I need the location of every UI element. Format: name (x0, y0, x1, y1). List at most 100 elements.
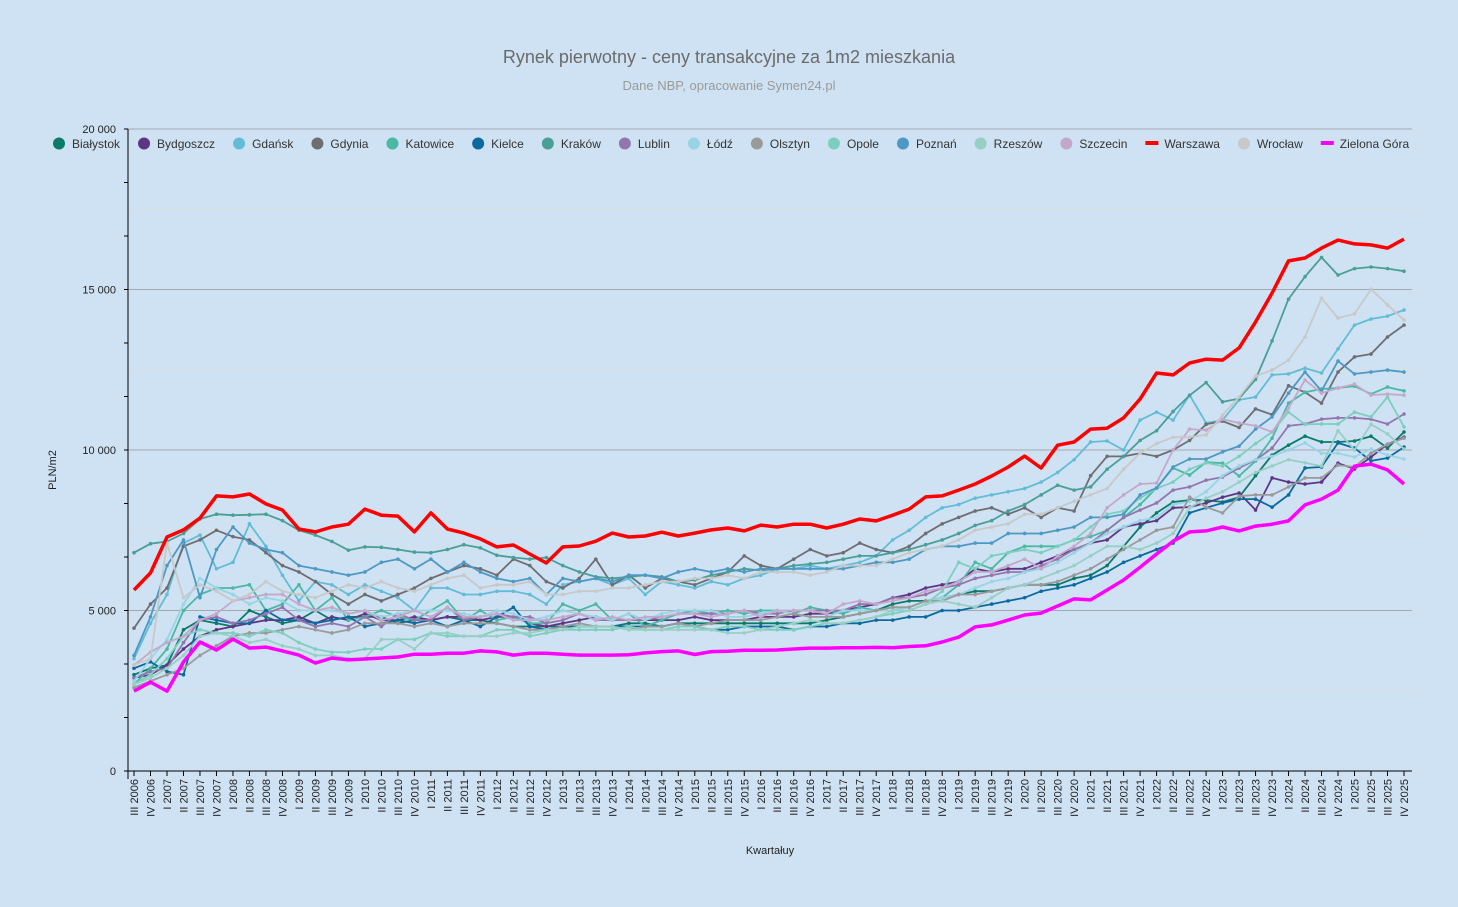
data-point-poznan (1088, 515, 1093, 520)
data-point-wroclaw (429, 583, 433, 587)
data-point-bydgoszcz (923, 586, 928, 590)
data-point-wroclaw (1072, 499, 1076, 504)
data-point-wroclaw (742, 576, 747, 581)
data-point-gdansk (1072, 457, 1076, 462)
data-point-opole (165, 656, 169, 661)
data-point-lodz (429, 608, 433, 613)
data-point-lodz (1055, 560, 1060, 565)
x-tick-label: IV 2010 (409, 779, 421, 817)
data-point-szczecin (940, 586, 944, 590)
data-point-olsztyn (528, 627, 532, 632)
data-point-katowice (594, 602, 598, 606)
data-point-szczecin (1022, 557, 1027, 561)
data-point-bydgoszcz (1138, 522, 1142, 526)
data-point-gdansk (1105, 439, 1109, 443)
data-point-szczecin (412, 608, 417, 613)
data-point-bydgoszcz (214, 627, 219, 632)
data-point-gdansk (231, 560, 235, 565)
data-point-lodz (445, 608, 450, 613)
data-point-kielce (363, 624, 367, 629)
series-line-bialystok (133, 431, 1405, 676)
legend-label: Bydgoszcz (157, 137, 215, 151)
data-point-bialystok (264, 615, 268, 619)
data-point-gdynia (824, 554, 829, 558)
data-point-szczecin (1072, 544, 1076, 549)
data-point-olsztyn (890, 605, 895, 610)
legend-label: Gdynia (330, 137, 368, 151)
data-point-poznan (1286, 391, 1291, 395)
data-point-rzeszow (940, 599, 944, 603)
data-point-wroclaw (445, 576, 450, 581)
data-point-kielce (907, 615, 911, 619)
data-point-lublin (148, 669, 153, 674)
data-point-lodz (1006, 576, 1010, 581)
data-point-lodz (1352, 455, 1357, 459)
data-point-szczecin (1039, 566, 1043, 571)
data-point-poznan (346, 573, 351, 577)
data-point-lublin (956, 583, 961, 587)
data-point-gdynia (148, 602, 153, 606)
data-point-olsztyn (1319, 476, 1324, 480)
legend-label: Olsztyn (770, 137, 810, 151)
data-point-opole (1352, 410, 1357, 414)
data-point-gdansk (346, 592, 351, 597)
data-point-gdansk (1006, 489, 1010, 494)
data-point-lodz (1220, 473, 1225, 478)
data-point-bialystok (725, 621, 730, 626)
data-point-olsztyn (758, 618, 763, 622)
x-tick-label: IV 2011 (475, 779, 487, 816)
data-point-katowice (973, 560, 977, 565)
data-point-krakow (280, 518, 285, 523)
x-tick-label: II 2022 (1168, 779, 1180, 813)
legend-item: Zielona Góra (1320, 137, 1409, 151)
data-point-opole (1319, 422, 1324, 426)
data-point-poznan (973, 541, 977, 545)
data-point-szczecin (742, 608, 747, 613)
legend-dot-icon (827, 137, 840, 150)
data-point-bialystok (247, 608, 252, 613)
data-point-lublin (1121, 515, 1126, 520)
data-point-bydgoszcz (1237, 491, 1241, 495)
data-point-lodz (676, 608, 681, 613)
data-point-gdynia (742, 554, 747, 558)
data-point-bialystok (1138, 525, 1142, 529)
data-point-gdynia (692, 583, 697, 587)
data-point-wroclaw (890, 557, 895, 561)
data-point-gdansk (725, 583, 730, 587)
x-tick-label: III 2016 (789, 779, 801, 816)
data-point-szczecin (874, 602, 879, 606)
data-point-szczecin (511, 618, 516, 622)
data-point-rzeszow (857, 618, 862, 622)
data-point-katowice (857, 605, 862, 610)
data-point-krakow (561, 563, 565, 568)
data-point-poznan (462, 560, 466, 565)
data-point-wroclaw (940, 544, 944, 549)
data-point-lodz (132, 679, 136, 683)
legend-dot-icon (896, 137, 909, 150)
data-point-gdynia (1286, 384, 1291, 388)
data-point-rzeszow (923, 602, 928, 606)
data-point-szczecin (1352, 382, 1357, 386)
data-point-wroclaw (610, 586, 615, 590)
data-point-wroclaw (198, 583, 202, 587)
x-tick-label: I 2009 (294, 779, 306, 810)
data-point-szczecin (1171, 448, 1175, 452)
data-point-wroclaw (791, 570, 796, 574)
data-point-katowice (247, 583, 252, 587)
data-point-lublin (923, 592, 928, 597)
legend-item: Lublin (618, 137, 670, 151)
data-point-krakow (429, 550, 433, 555)
data-point-rzeszow (742, 631, 747, 635)
data-point-poznan (1055, 528, 1060, 533)
data-point-kielce (1336, 441, 1340, 445)
data-point-krakow (742, 566, 747, 571)
data-point-poznan (1154, 486, 1159, 490)
data-point-olsztyn (808, 615, 813, 619)
legend-item: Bydgoszcz (138, 137, 215, 151)
data-point-lublin (181, 640, 186, 645)
data-point-wroclaw (1006, 522, 1010, 526)
data-point-gdynia (346, 602, 351, 606)
data-point-olsztyn (1105, 557, 1109, 561)
legend-dot-icon (1237, 137, 1250, 150)
